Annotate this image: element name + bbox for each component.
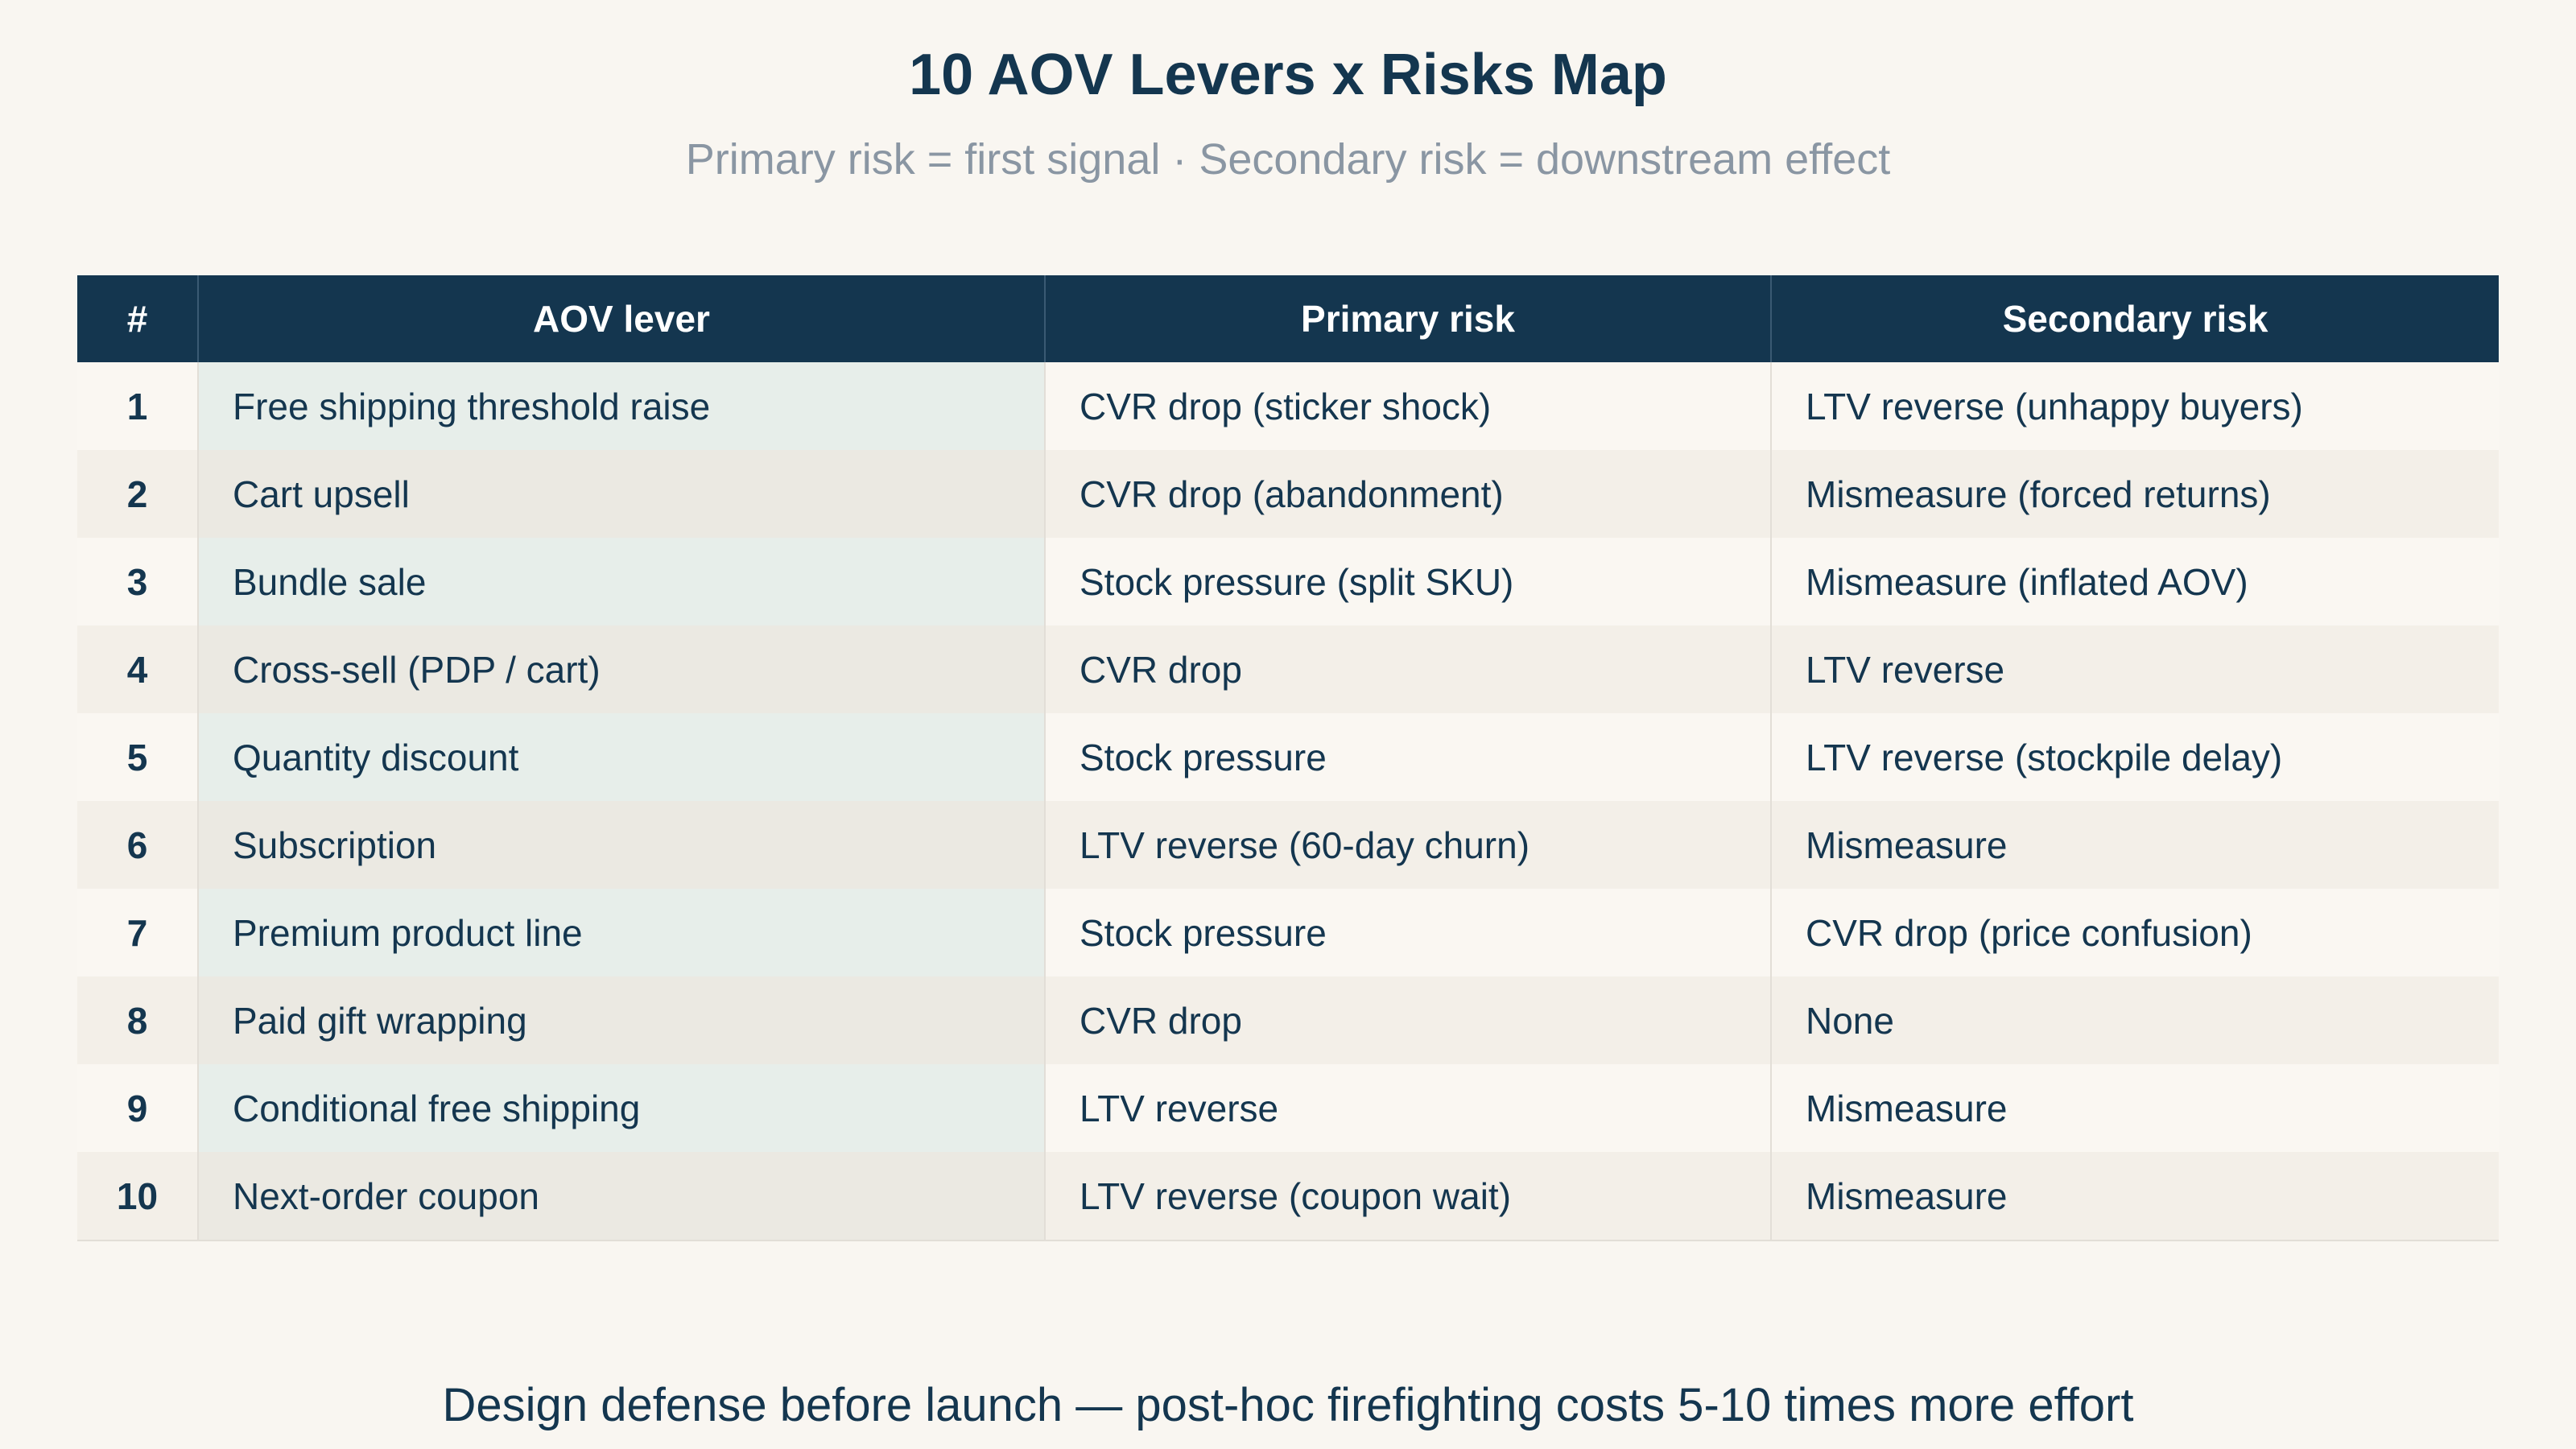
row-number: 2 <box>77 450 199 538</box>
table-row: 4 Cross-sell (PDP / cart) CVR drop LTV r… <box>77 625 2499 713</box>
row-aov-lever: Free shipping threshold raise <box>198 362 1046 450</box>
header-primary-risk: Primary risk <box>1045 275 1772 362</box>
row-aov-lever: Premium product line <box>198 889 1046 976</box>
footer-note: Design defense before launch — post-hoc … <box>442 1379 2134 1431</box>
row-number: 5 <box>77 713 199 801</box>
row-primary-risk: Stock pressure (split SKU) <box>1045 538 1772 625</box>
row-aov-lever: Paid gift wrapping <box>198 976 1046 1064</box>
row-aov-lever: Cross-sell (PDP / cart) <box>198 625 1046 713</box>
row-primary-risk: CVR drop <box>1045 976 1772 1064</box>
row-secondary-risk: None <box>1771 976 2499 1064</box>
row-secondary-risk: Mismeasure (forced returns) <box>1771 450 2499 538</box>
row-number: 8 <box>77 976 199 1064</box>
row-primary-risk: CVR drop <box>1045 625 1772 713</box>
row-aov-lever: Cart upsell <box>198 450 1046 538</box>
row-number: 9 <box>77 1064 199 1152</box>
table-row: 6 Subscription LTV reverse (60-day churn… <box>77 801 2499 889</box>
row-number: 3 <box>77 538 199 625</box>
row-primary-risk: Stock pressure <box>1045 889 1772 976</box>
row-primary-risk: CVR drop (sticker shock) <box>1045 362 1772 450</box>
row-secondary-risk: Mismeasure <box>1771 801 2499 889</box>
row-number: 6 <box>77 801 199 889</box>
levers-risks-table: # AOV lever Primary risk Secondary risk … <box>77 275 2499 1241</box>
row-number: 10 <box>77 1152 199 1241</box>
table-row: 2 Cart upsell CVR drop (abandonment) Mis… <box>77 450 2499 538</box>
row-aov-lever: Bundle sale <box>198 538 1046 625</box>
row-primary-risk: CVR drop (abandonment) <box>1045 450 1772 538</box>
table-row: 5 Quantity discount Stock pressure LTV r… <box>77 713 2499 801</box>
row-secondary-risk: CVR drop (price confusion) <box>1771 889 2499 976</box>
row-aov-lever: Next-order coupon <box>198 1152 1046 1241</box>
row-primary-risk: LTV reverse (60-day churn) <box>1045 801 1772 889</box>
row-number: 7 <box>77 889 199 976</box>
row-secondary-risk: Mismeasure <box>1771 1064 2499 1152</box>
row-secondary-risk: LTV reverse (unhappy buyers) <box>1771 362 2499 450</box>
row-primary-risk: LTV reverse <box>1045 1064 1772 1152</box>
row-aov-lever: Subscription <box>198 801 1046 889</box>
table-row: 1 Free shipping threshold raise CVR drop… <box>77 362 2499 450</box>
row-aov-lever: Quantity discount <box>198 713 1046 801</box>
table-row: 10 Next-order coupon LTV reverse (coupon… <box>77 1152 2499 1241</box>
header-aov-lever: AOV lever <box>198 275 1046 362</box>
row-number: 1 <box>77 362 199 450</box>
page-title: 10 AOV Levers x Risks Map <box>909 43 1667 107</box>
row-primary-risk: Stock pressure <box>1045 713 1772 801</box>
row-secondary-risk: LTV reverse (stockpile delay) <box>1771 713 2499 801</box>
table-row: 8 Paid gift wrapping CVR drop None <box>77 976 2499 1064</box>
table-row: 9 Conditional free shipping LTV reverse … <box>77 1064 2499 1152</box>
row-aov-lever: Conditional free shipping <box>198 1064 1046 1152</box>
table-row: 3 Bundle sale Stock pressure (split SKU)… <box>77 538 2499 625</box>
header-secondary-risk: Secondary risk <box>1771 275 2499 362</box>
row-secondary-risk: Mismeasure <box>1771 1152 2499 1241</box>
row-primary-risk: LTV reverse (coupon wait) <box>1045 1152 1772 1241</box>
row-secondary-risk: LTV reverse <box>1771 625 2499 713</box>
table-row: 7 Premium product line Stock pressure CV… <box>77 889 2499 976</box>
row-number: 4 <box>77 625 199 713</box>
header-number: # <box>77 275 199 362</box>
table-header-row: # AOV lever Primary risk Secondary risk <box>77 275 2499 362</box>
page-subtitle: Primary risk = first signal · Secondary … <box>685 135 1891 184</box>
row-secondary-risk: Mismeasure (inflated AOV) <box>1771 538 2499 625</box>
